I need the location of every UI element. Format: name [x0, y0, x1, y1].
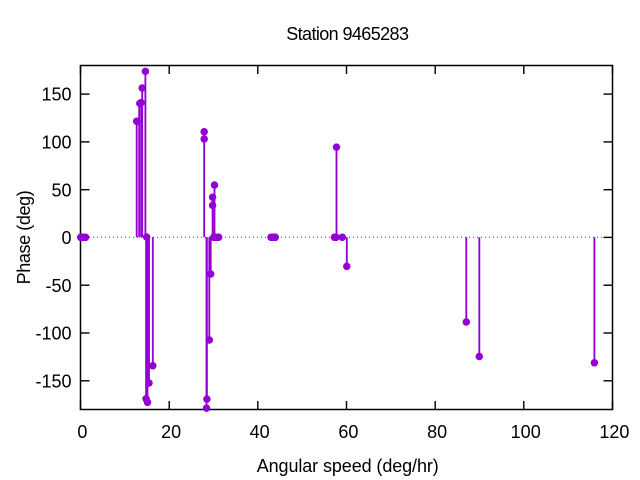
- svg-text:80: 80: [427, 422, 447, 442]
- svg-text:0: 0: [61, 228, 71, 248]
- svg-text:-50: -50: [45, 276, 71, 296]
- svg-text:Station 9465283: Station 9465283: [286, 24, 409, 44]
- svg-text:120: 120: [599, 422, 629, 442]
- svg-text:40: 40: [250, 422, 270, 442]
- svg-text:-150: -150: [35, 371, 71, 391]
- svg-text:50: 50: [51, 180, 71, 200]
- svg-text:Phase (deg): Phase (deg): [14, 191, 34, 285]
- svg-text:100: 100: [41, 133, 71, 153]
- svg-text:0: 0: [77, 422, 87, 442]
- svg-text:60: 60: [338, 422, 358, 442]
- svg-text:-100: -100: [35, 324, 71, 344]
- svg-text:20: 20: [161, 422, 181, 442]
- svg-text:100: 100: [511, 422, 541, 442]
- svg-text:Angular speed (deg/hr): Angular speed (deg/hr): [257, 456, 439, 476]
- svg-text:150: 150: [41, 85, 71, 105]
